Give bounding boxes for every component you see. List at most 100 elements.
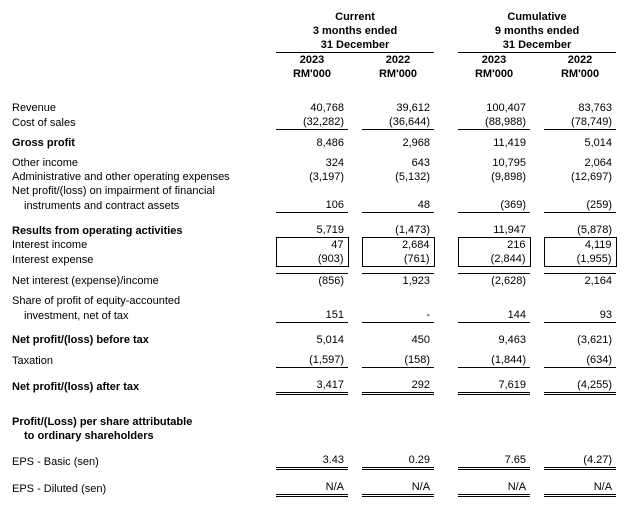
- hdr-c22-unit: RM'000: [362, 67, 434, 81]
- val-m23: 144: [458, 308, 530, 323]
- val-c23: 3.43: [276, 453, 348, 469]
- row-gross-profit: Gross profit 8,486 2,968 11,419 5,014: [12, 136, 616, 150]
- hdr-c23-unit: RM'000: [276, 67, 348, 81]
- val-c22: 292: [362, 378, 434, 394]
- header-row-year: 2023 2022 2023 2022: [12, 53, 616, 68]
- val-m23: 7,619: [458, 378, 530, 394]
- val-c23: 5,719: [276, 223, 348, 238]
- val-c23: (1,597): [276, 353, 348, 368]
- val-m22: 93: [544, 308, 616, 323]
- val-m23: 216: [458, 238, 530, 253]
- val-m22: 2,064: [544, 156, 616, 170]
- val-m23: N/A: [458, 480, 530, 496]
- hdr-c22-year: 2022: [362, 53, 434, 68]
- label: EPS - Basic (sen): [12, 453, 262, 469]
- val-c22: 39,612: [362, 101, 434, 115]
- header-row-2: 3 months ended 9 months ended: [12, 24, 616, 38]
- val-c23: 324: [276, 156, 348, 170]
- val-c22: 2,684: [362, 238, 434, 253]
- val-m23: (1,844): [458, 353, 530, 368]
- val-c22: (158): [362, 353, 434, 368]
- val-m23: (88,988): [458, 115, 530, 130]
- label: Gross profit: [12, 136, 262, 150]
- hdr-c23-year: 2023: [276, 53, 348, 68]
- row-taxation: Taxation (1,597) (158) (1,844) (634): [12, 353, 616, 368]
- header-row-unit: RM'000 RM'000 RM'000 RM'000: [12, 67, 616, 81]
- val-c23: 47: [276, 238, 348, 253]
- val-m23: (9,898): [458, 170, 530, 184]
- val-m23: 9,463: [458, 333, 530, 347]
- label: Other income: [12, 156, 262, 170]
- label: Interest expense: [12, 252, 262, 267]
- hdr-current-l2: 3 months ended: [276, 24, 434, 38]
- header-row-1: Current Cumulative: [12, 10, 616, 24]
- val-c23: N/A: [276, 480, 348, 496]
- row-assoc-l2: investment, net of tax 151 - 144 93: [12, 308, 616, 323]
- val-c23: 40,768: [276, 101, 348, 115]
- val-c23: 3,417: [276, 378, 348, 394]
- val-c22: 1,923: [362, 274, 434, 289]
- label: EPS - Diluted (sen): [12, 480, 262, 496]
- row-net-interest: Net interest (expense)/income (856) 1,92…: [12, 274, 616, 289]
- label: Interest income: [12, 238, 262, 253]
- row-revenue: Revenue 40,768 39,612 100,407 83,763: [12, 101, 616, 115]
- row-eps-diluted: EPS - Diluted (sen) N/A N/A N/A N/A: [12, 480, 616, 496]
- row-cost-of-sales: Cost of sales (32,282) (36,644) (88,988)…: [12, 115, 616, 130]
- hdr-current-l3: 31 December: [276, 38, 434, 53]
- val-m22: (12,697): [544, 170, 616, 184]
- row-impairment-l1: Net profit/(loss) on impairment of finan…: [12, 184, 616, 198]
- label: Revenue: [12, 101, 262, 115]
- val-c22: (36,644): [362, 115, 434, 130]
- val-m22: N/A: [544, 480, 616, 496]
- val-m22: 83,763: [544, 101, 616, 115]
- val-m23: 11,419: [458, 136, 530, 150]
- val-c23: (32,282): [276, 115, 348, 130]
- val-c22: (1,473): [362, 223, 434, 238]
- val-c22: -: [362, 308, 434, 323]
- val-c22: 643: [362, 156, 434, 170]
- hdr-m23-unit: RM'000: [458, 67, 530, 81]
- label: to ordinary shareholders: [12, 429, 262, 443]
- val-m22: (4,255): [544, 378, 616, 394]
- val-c23: 106: [276, 198, 348, 213]
- val-c23: 5,014: [276, 333, 348, 347]
- label: Profit/(Loss) per share attributable: [12, 415, 262, 429]
- val-c22: (761): [362, 252, 434, 267]
- label: Net profit/(loss) on impairment of finan…: [12, 184, 262, 198]
- val-c22: 2,968: [362, 136, 434, 150]
- val-m23: 10,795: [458, 156, 530, 170]
- val-m23: 11,947: [458, 223, 530, 238]
- row-interest-income: Interest income 47 2,684 216 4,119: [12, 238, 616, 253]
- income-statement-table: Current Cumulative 3 months ended 9 mont…: [12, 10, 617, 497]
- val-c22: 0.29: [362, 453, 434, 469]
- val-c22: 48: [362, 198, 434, 213]
- val-c23: 8,486: [276, 136, 348, 150]
- header-row-3: 31 December 31 December: [12, 38, 616, 53]
- row-admin-expenses: Administrative and other operating expen…: [12, 170, 616, 184]
- val-c23: (3,197): [276, 170, 348, 184]
- hdr-cumul-l2: 9 months ended: [458, 24, 616, 38]
- val-c22: (5,132): [362, 170, 434, 184]
- val-m23: (369): [458, 198, 530, 213]
- label: Net profit/(loss) after tax: [12, 378, 262, 394]
- row-operating-results: Results from operating activities 5,719 …: [12, 223, 616, 238]
- val-c23: 151: [276, 308, 348, 323]
- val-m22: (634): [544, 353, 616, 368]
- label: Cost of sales: [12, 115, 262, 130]
- val-m22: (3,621): [544, 333, 616, 347]
- hdr-m22-unit: RM'000: [544, 67, 616, 81]
- row-eps-hdr-l2: to ordinary shareholders: [12, 429, 616, 443]
- val-m22: (5,878): [544, 223, 616, 238]
- label: Results from operating activities: [12, 223, 262, 238]
- val-m23: (2,628): [458, 274, 530, 289]
- label: instruments and contract assets: [12, 198, 262, 213]
- row-eps-hdr-l1: Profit/(Loss) per share attributable: [12, 415, 616, 429]
- label: Administrative and other operating expen…: [12, 170, 262, 184]
- val-m22: (1,955): [544, 252, 616, 267]
- label: Taxation: [12, 353, 262, 368]
- label: Net profit/(loss) before tax: [12, 333, 262, 347]
- val-c22: N/A: [362, 480, 434, 496]
- val-m23: (2,844): [458, 252, 530, 267]
- row-impairment-l2: instruments and contract assets 106 48 (…: [12, 198, 616, 213]
- hdr-m23-year: 2023: [458, 53, 530, 68]
